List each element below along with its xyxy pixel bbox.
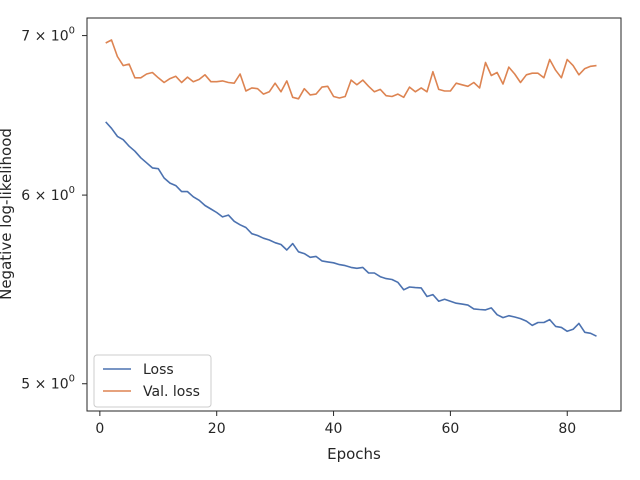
x-axis-ticks: 0 20 40 60 80 [95, 411, 576, 437]
x-tick-label-0: 0 [95, 421, 104, 437]
plot-frame [86, 17, 622, 412]
series-line-0 [105, 121, 597, 337]
plot-area [87, 18, 621, 411]
series-line-1 [105, 39, 597, 100]
y-axis-label: Negative log-likelihood [0, 128, 15, 300]
x-axis-label: Epochs [327, 445, 381, 463]
x-tick-label-3: 60 [441, 421, 459, 437]
y-tick-label-0: 5 × 100 [21, 374, 75, 393]
x-tick-label-2: 40 [325, 421, 343, 437]
legend-label-val-loss: Val. loss [143, 384, 200, 400]
legend: Loss Val. loss [93, 354, 212, 408]
x-tick-label-1: 20 [208, 421, 226, 437]
y-tick-label-2: 7 × 100 [21, 26, 75, 45]
y-axis-ticks: 5 × 100 6 × 100 7 × 100 [21, 26, 87, 393]
y-tick-label-1: 6 × 100 [21, 185, 75, 204]
legend-label-loss: Loss [143, 362, 174, 378]
legend-box [93, 354, 212, 408]
x-tick-label-4: 80 [558, 421, 576, 437]
series-layer [105, 39, 597, 337]
